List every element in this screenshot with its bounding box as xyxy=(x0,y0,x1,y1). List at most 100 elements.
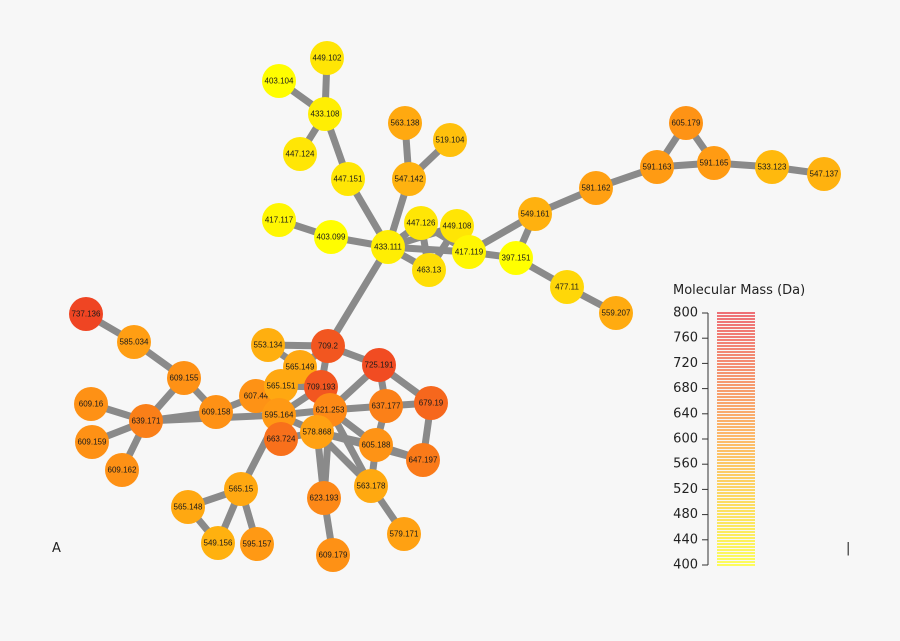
node-label: 533.123 xyxy=(758,163,787,172)
node-label: 403.104 xyxy=(265,77,294,86)
network-node[interactable]: 433.111 xyxy=(371,230,405,264)
node-label: 565.15 xyxy=(229,485,254,494)
legend-color-bar xyxy=(717,312,755,566)
node-label: 605.188 xyxy=(362,441,391,450)
network-node[interactable]: 447.151 xyxy=(331,162,365,196)
node-label: 595.164 xyxy=(265,411,294,420)
node-label: 639.171 xyxy=(132,417,161,426)
network-node[interactable]: 447.126 xyxy=(404,206,438,240)
node-circle xyxy=(300,415,334,449)
node-label: 591.163 xyxy=(643,163,672,172)
network-node[interactable]: 609.16 xyxy=(74,387,108,421)
node-label: 565.148 xyxy=(174,503,203,512)
network-node[interactable]: 609.158 xyxy=(199,395,233,429)
node-label: 595.157 xyxy=(243,540,272,549)
node-label: 447.124 xyxy=(286,150,315,159)
network-node[interactable]: 565.148 xyxy=(171,490,205,524)
node-label: 725.191 xyxy=(365,361,394,370)
network-node[interactable]: 623.193 xyxy=(307,481,341,515)
network-node[interactable]: 547.142 xyxy=(392,162,426,196)
network-node[interactable]: 737.136 xyxy=(69,297,103,331)
node-circle xyxy=(354,469,388,503)
node-label: 417.117 xyxy=(265,216,294,225)
network-node[interactable]: 663.724 xyxy=(264,422,298,456)
node-circle xyxy=(412,253,446,287)
network-node[interactable]: 585.034 xyxy=(117,325,151,359)
network-node[interactable]: 563.138 xyxy=(388,106,422,140)
node-label: 397.151 xyxy=(502,254,531,263)
node-circle xyxy=(171,490,205,524)
network-node[interactable]: 578.868 xyxy=(300,415,334,449)
node-label: 433.108 xyxy=(311,110,340,119)
node-label: 637.177 xyxy=(372,402,401,411)
network-node[interactable]: 609.159 xyxy=(75,425,109,459)
node-label: 609.158 xyxy=(202,408,231,417)
network-node[interactable]: 605.179 xyxy=(669,106,703,140)
node-label: 547.137 xyxy=(810,170,839,179)
node-label: 403.099 xyxy=(317,233,346,242)
network-node[interactable]: 725.191 xyxy=(362,348,396,382)
network-node[interactable]: 449.102 xyxy=(310,41,344,75)
node-circle xyxy=(414,386,448,420)
network-node[interactable]: 447.124 xyxy=(283,137,317,171)
network-node[interactable]: 563.178 xyxy=(354,469,388,503)
network-node[interactable]: 433.108 xyxy=(308,97,342,131)
network-node[interactable]: 679.19 xyxy=(414,386,448,420)
network-node[interactable]: 565.151 xyxy=(264,369,298,403)
node-circle xyxy=(550,270,584,304)
network-node[interactable]: 609.162 xyxy=(105,453,139,487)
network-node[interactable]: 591.163 xyxy=(640,150,674,184)
node-circle xyxy=(201,526,235,560)
legend-tick-label: 800 xyxy=(673,306,698,321)
network-node[interactable]: 565.15 xyxy=(224,472,258,506)
node-label: 578.868 xyxy=(303,428,332,437)
network-node[interactable]: 595.157 xyxy=(240,527,274,561)
color-legend: Molecular Mass (Da) 800 760 720 680 640 600 56… xyxy=(673,283,805,573)
node-circle xyxy=(74,387,108,421)
network-node[interactable]: 581.162 xyxy=(579,171,613,205)
network-node[interactable]: 533.123 xyxy=(755,150,789,184)
node-circle xyxy=(167,361,201,395)
node-circle xyxy=(392,162,426,196)
network-node[interactable]: 477.11 xyxy=(550,270,584,304)
legend-tick-label: 400 xyxy=(673,558,698,573)
network-node[interactable]: 519.104 xyxy=(433,123,467,157)
network-node[interactable]: 547.137 xyxy=(807,157,841,191)
network-node[interactable]: 559.207 xyxy=(599,296,633,330)
network-node[interactable]: 549.156 xyxy=(201,526,235,560)
network-node[interactable]: 403.104 xyxy=(262,64,296,98)
node-circle xyxy=(224,472,258,506)
node-circle xyxy=(579,171,613,205)
network-node[interactable]: 605.188 xyxy=(359,428,393,462)
node-circle xyxy=(388,106,422,140)
node-circle xyxy=(311,329,345,363)
network-node[interactable]: 609.179 xyxy=(316,538,350,572)
node-label: 607.44 xyxy=(244,392,269,401)
node-label: 563.138 xyxy=(391,119,420,128)
network-node[interactable]: 449.108 xyxy=(440,209,474,243)
network-node[interactable]: 609.155 xyxy=(167,361,201,395)
node-circle xyxy=(371,230,405,264)
network-node[interactable]: 591.165 xyxy=(697,146,731,180)
node-label: 449.108 xyxy=(443,222,472,231)
network-node[interactable]: 417.117 xyxy=(262,203,296,237)
network-node[interactable]: 397.151 xyxy=(499,241,533,275)
network-node[interactable]: 639.171 xyxy=(129,404,163,438)
network-node[interactable]: 709.2 xyxy=(311,329,345,363)
network-node[interactable]: 553.134 xyxy=(251,328,285,362)
network-node[interactable]: 579.171 xyxy=(387,517,421,551)
network-edge xyxy=(324,243,392,350)
network-node[interactable]: 463.13 xyxy=(412,253,446,287)
network-node[interactable]: 647.197 xyxy=(406,443,440,477)
legend-tick-label: 720 xyxy=(673,356,698,371)
network-node[interactable]: 417.119 xyxy=(452,235,486,269)
node-circle xyxy=(369,389,403,423)
legend-title: Molecular Mass (Da) xyxy=(673,283,805,298)
node-label: 549.161 xyxy=(521,210,550,219)
node-circle xyxy=(283,137,317,171)
network-node[interactable]: 403.099 xyxy=(314,220,348,254)
node-circle xyxy=(75,425,109,459)
node-label: 679.19 xyxy=(419,399,444,408)
network-node[interactable]: 637.177 xyxy=(369,389,403,423)
network-node[interactable]: 549.161 xyxy=(518,197,552,231)
